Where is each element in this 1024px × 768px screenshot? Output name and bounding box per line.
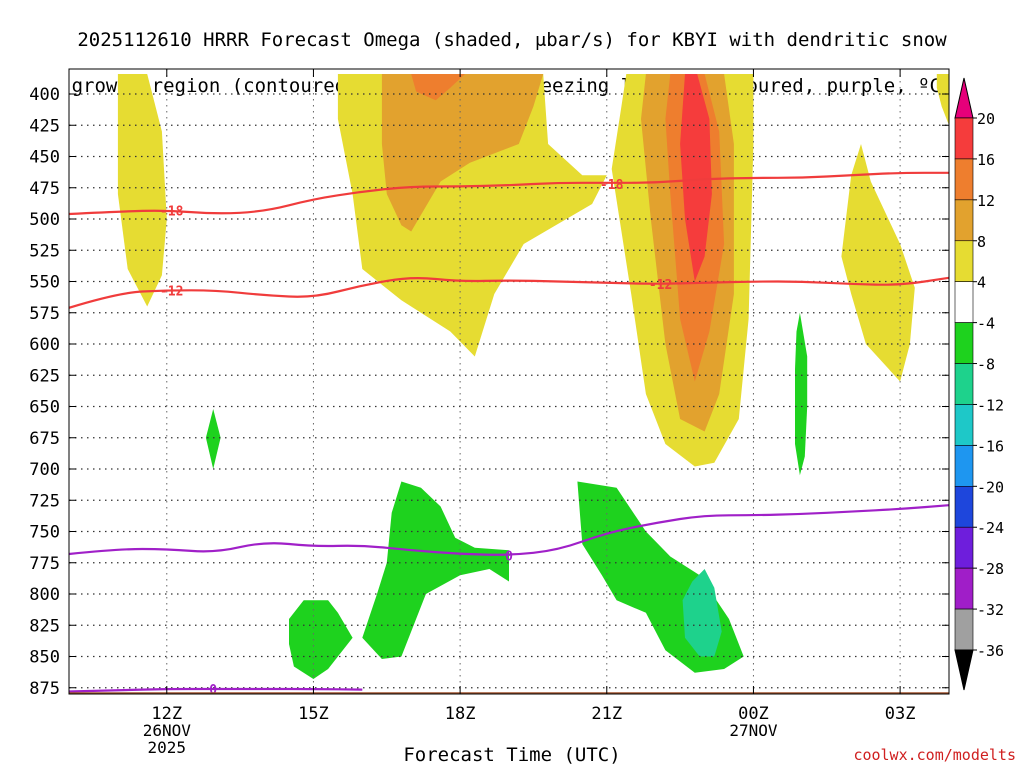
omega-region-green-sliver-right: [795, 312, 808, 476]
contour-label-dgz-top-1: -18: [600, 178, 624, 193]
omega-region-yellow-left: [117, 74, 167, 307]
omega-region-yellow-edge-right: [936, 74, 949, 126]
contour-line-dgz-top: [69, 171, 949, 216]
y-tick-label-475: 475: [29, 179, 60, 199]
x-tick-year-12Z: 2025: [148, 738, 187, 757]
colorbar-bin-7: [954, 363, 974, 405]
colorbar-bin-3: [954, 199, 974, 242]
colorbar-label-5: -4: [977, 315, 995, 333]
omega-region-green-center: [362, 481, 509, 659]
x-axis-title: Forecast Time (UTC): [403, 744, 621, 766]
colorbar-bin-top: [954, 77, 974, 119]
x-tick-label-12Z: 12Z: [151, 704, 182, 724]
colorbar-label-2: 12: [977, 192, 995, 210]
y-tick-label-850: 850: [29, 648, 60, 668]
credit-link[interactable]: coolwx.com/modelts: [853, 746, 1016, 764]
y-tick-label-650: 650: [29, 398, 60, 418]
colorbar-label-8: -16: [977, 437, 1004, 455]
y-tick-label-425: 425: [29, 116, 60, 136]
colorbar-bin-10: [954, 486, 974, 528]
y-tick-label-625: 625: [29, 366, 60, 386]
colorbar-bin-13: [954, 608, 974, 651]
colorbar-bin-11: [954, 526, 974, 569]
y-tick-label-600: 600: [29, 335, 60, 355]
omega-region-red-right: [680, 74, 712, 282]
y-tick-label-700: 700: [29, 460, 60, 480]
omega-region-green-small-left: [205, 409, 221, 469]
colorbar-label-7: -12: [977, 396, 1004, 414]
y-tick-label-800: 800: [29, 585, 60, 605]
y-axis: 400 425 450 475 500 525 550 575 600 625 650 675 700 7…: [29, 85, 949, 699]
colorbar-label-13: -36: [977, 642, 1004, 660]
y-tick-label-500: 500: [29, 210, 60, 230]
colorbar-bin-12: [954, 567, 974, 610]
contour-line-dgz-bottom: [69, 276, 949, 309]
x-tick-label-03Z: 03Z: [885, 704, 916, 724]
y-tick-label-775: 775: [29, 554, 60, 574]
colorbar-bin-bottom: [954, 649, 974, 691]
x-tick-date-12Z: 26NOV: [143, 721, 192, 740]
omega-region-green-right: [577, 481, 744, 673]
colorbar-bin-2: [954, 158, 974, 201]
colorbar-label-11: -28: [977, 560, 1004, 578]
y-tick-label-750: 750: [29, 523, 60, 543]
colorbar-bin-5: [954, 281, 974, 323]
y-tick-label-575: 575: [29, 304, 60, 324]
omega-shading: [117, 74, 949, 679]
contour-line-freezing-level-upper: [69, 504, 949, 556]
ground-surface: [69, 692, 949, 694]
colorbar-label-1: 16: [977, 151, 995, 169]
colorbar-label-10: -24: [977, 519, 1004, 537]
contour-lines: -18 -18 -12 -12 0 0: [69, 171, 949, 698]
contour-line-freezing-level-lower: [69, 687, 363, 693]
y-tick-label-675: 675: [29, 429, 60, 449]
colorbar-bin-1: [954, 117, 974, 160]
y-tick-label-450: 450: [29, 148, 60, 168]
colorbar-label-6: -8: [977, 356, 995, 374]
colorbar-bin-8: [954, 404, 974, 446]
colorbar-bin-6: [954, 322, 974, 364]
ground-strip: [69, 692, 949, 694]
y-tick-label-825: 825: [29, 616, 60, 636]
colorbar-label-3: 8: [977, 233, 986, 251]
omega-region-green-left-low: [289, 600, 353, 679]
plot-frame: [68, 68, 950, 695]
contour-label-dgz-top-0: -18: [160, 204, 184, 219]
colorbar-bin-9: [954, 445, 974, 487]
x-tick-date-00Z: 27NOV: [729, 721, 778, 740]
chart-title-line1: 2025112610 HRRR Forecast Omega (shaded, …: [77, 29, 947, 51]
colorbar-label-4: 4: [977, 274, 986, 292]
y-tick-label-550: 550: [29, 273, 60, 293]
y-tick-label-875: 875: [29, 679, 60, 699]
omega-region-teal-right: [682, 569, 722, 657]
contour-label-dgz-bottom-1: -12: [649, 278, 672, 293]
colorbar-bin-4: [954, 240, 974, 282]
y-tick-label-400: 400: [29, 85, 60, 105]
omega-region-red-center: [411, 74, 465, 101]
y-tick-label-725: 725: [29, 491, 60, 511]
colorbar: 20 16 12 8 4 -4 -8 -12 -16 -20 -24 -28 -32 -36: [954, 77, 1004, 691]
x-tick-label-18Z: 18Z: [445, 704, 476, 724]
omega-region-orange-center: [381, 74, 544, 232]
x-tick-label-00Z: 00Z: [738, 704, 769, 724]
grid-lines: [69, 69, 949, 694]
x-tick-label-21Z: 21Z: [591, 704, 622, 724]
y-tick-label-525: 525: [29, 241, 60, 261]
colorbar-label-12: -32: [977, 601, 1004, 619]
omega-region-yellow-far-right: [841, 144, 915, 382]
contour-label-freezing-level-upper-0: 0: [505, 549, 513, 564]
contour-label-freezing-level-lower-0: 0: [209, 683, 217, 698]
contour-label-dgz-bottom-0: -12: [160, 284, 183, 299]
colorbar-label-0: 20: [977, 110, 995, 128]
x-tick-label-15Z: 15Z: [298, 704, 329, 724]
colorbar-label-9: -20: [977, 478, 1004, 496]
